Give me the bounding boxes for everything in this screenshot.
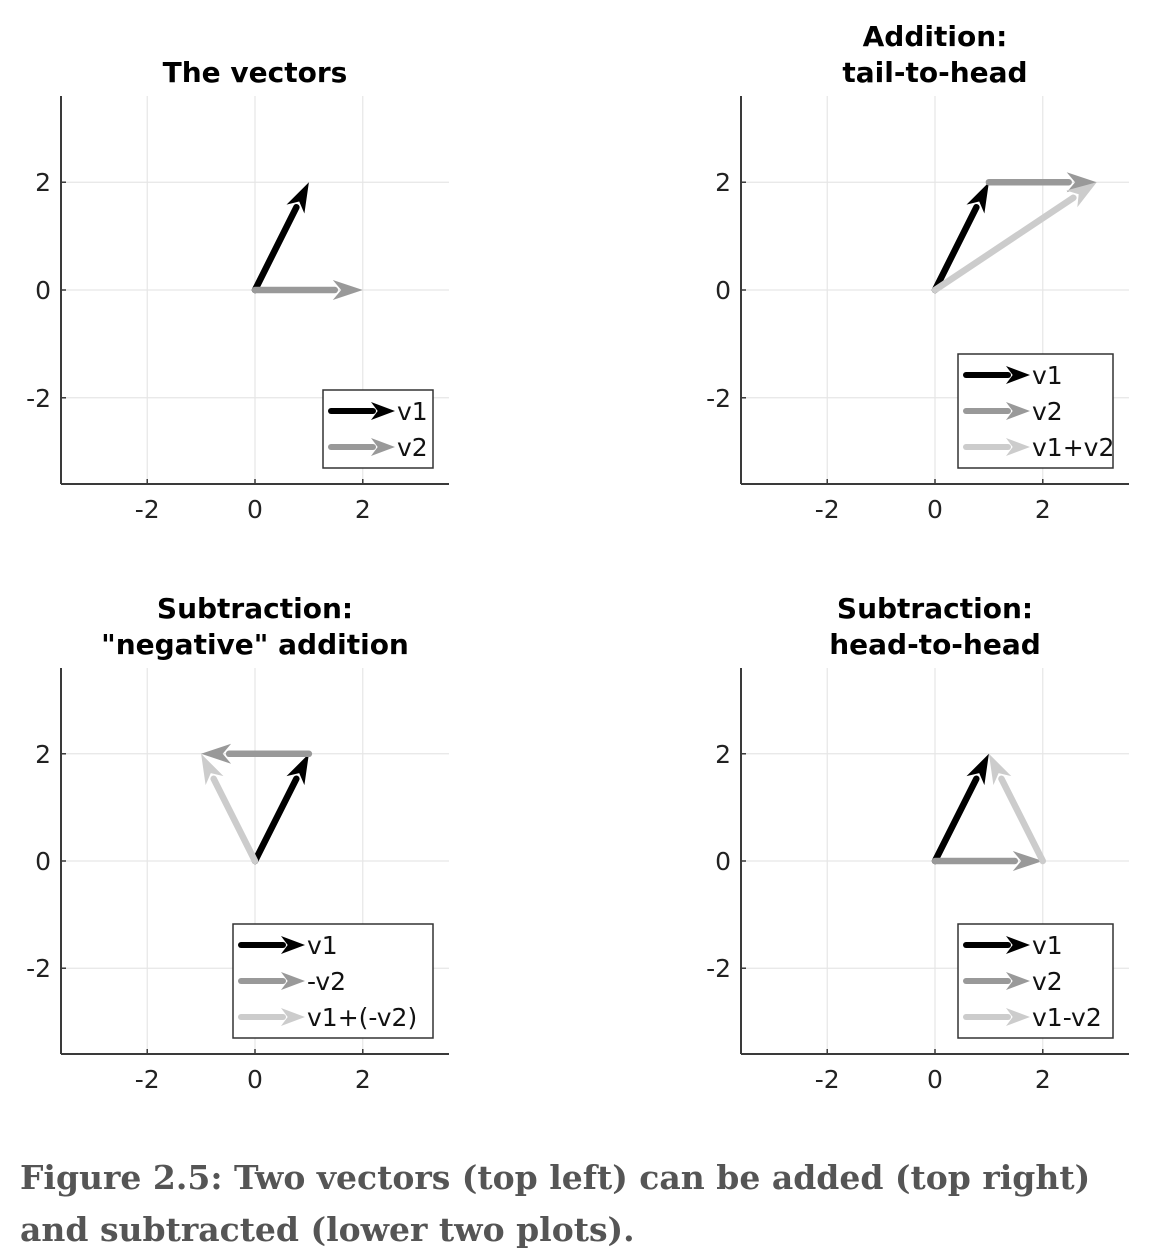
chart-title-line: Subtraction: — [837, 592, 1033, 625]
legend-label: v1+(-v2) — [307, 1003, 417, 1032]
legend-label: v2 — [1032, 397, 1063, 426]
legend-swatch-head — [371, 402, 395, 420]
legend-swatch-head — [1006, 1008, 1030, 1026]
x-tick-label: 0 — [247, 1065, 263, 1094]
legend-label: v1-v2 — [1032, 1003, 1102, 1032]
chart-title-line: tail-to-head — [842, 56, 1027, 89]
vector-v2-head — [332, 280, 363, 300]
y-tick-label: 0 — [35, 847, 51, 876]
legend-box — [322, 389, 434, 469]
x-tick-label: -2 — [815, 495, 840, 524]
vector-v1-v2--shaft — [210, 775, 259, 865]
vector-v1-v2-shaft — [998, 775, 1047, 865]
legend-label: v2 — [397, 433, 428, 462]
y-tick-label: -2 — [706, 384, 731, 413]
x-tick-label: -2 — [815, 1065, 840, 1094]
vector-v2-head — [1066, 172, 1097, 193]
chart-panel-3: Subtraction:"negative" addition -2 0 2 -2 0 2 v… — [26, 592, 449, 1094]
chart-title-line: "negative" addition — [101, 628, 409, 661]
chart-title-line: The vectors — [163, 56, 348, 89]
figure-caption: Figure 2.5: Two vectors (top left) can b… — [20, 1158, 1091, 1249]
legend-swatch-head — [1006, 402, 1030, 420]
y-tick-label: -2 — [706, 954, 731, 983]
y-tick-label: 0 — [35, 276, 51, 305]
y-tick-label: 0 — [715, 276, 731, 305]
x-tick-label: -2 — [135, 1065, 160, 1094]
x-tick-label: -2 — [135, 495, 160, 524]
x-tick-label: 0 — [247, 495, 263, 524]
x-tick-label: 2 — [355, 1065, 371, 1094]
legend-label: -v2 — [307, 967, 346, 996]
x-tick-label: 2 — [355, 495, 371, 524]
y-tick-label: 0 — [715, 847, 731, 876]
y-tick-label: 2 — [715, 168, 731, 197]
vector-v1-v2-shaft — [931, 194, 1077, 294]
vector-v2-head — [1012, 851, 1043, 871]
legend-swatch-head — [281, 972, 305, 990]
vector-v1-shaft — [931, 775, 980, 865]
legend-label: v1 — [1032, 931, 1063, 960]
y-tick-label: 2 — [715, 740, 731, 769]
legend-swatch-head — [1006, 936, 1030, 954]
vector-v1-v2--head — [201, 753, 224, 786]
x-tick-label: 0 — [927, 1065, 943, 1094]
vector-v1-v2-head — [1066, 182, 1097, 208]
chart-title-line: Subtraction: — [157, 592, 353, 625]
legend-label: v1 — [1032, 361, 1063, 390]
legend-label: v1+v2 — [1032, 433, 1114, 462]
vector-v1-shaft — [251, 204, 300, 294]
y-tick-label: -2 — [26, 954, 51, 983]
legend-swatch-head — [1006, 972, 1030, 990]
legend-label: v1 — [397, 397, 428, 426]
legend-label: v1 — [307, 931, 338, 960]
legend-swatch-head — [281, 936, 305, 954]
vector-v1-shaft — [251, 775, 300, 865]
x-tick-label: 0 — [927, 495, 943, 524]
vector-v1-shaft — [931, 204, 980, 294]
legend-swatch-head — [371, 438, 395, 456]
vector-v1-head — [966, 753, 989, 786]
vector-v1-head — [966, 182, 989, 214]
y-tick-label: 2 — [35, 740, 51, 769]
x-tick-label: 2 — [1035, 1065, 1051, 1094]
y-tick-label: -2 — [26, 384, 51, 413]
legend-label: v2 — [1032, 967, 1063, 996]
legend-swatch-head — [281, 1008, 305, 1026]
chart-panel-2: Addition:tail-to-head -2 0 2 -2 0 2 v1 v2 v1+v2 — [706, 20, 1129, 524]
x-tick-label: 2 — [1035, 495, 1051, 524]
legend-swatch-head — [1006, 438, 1030, 456]
vector-v1-head — [286, 182, 309, 214]
vector-v1-head — [286, 753, 309, 786]
chart-title-line: Addition: — [863, 20, 1008, 53]
chart-panel-4: Subtraction:head-to-head -2 0 2 -2 0 2 v1 v2 v1-v… — [706, 592, 1129, 1094]
chart-title-line: head-to-head — [829, 628, 1041, 661]
chart-panel-1: The vectors -2 0 2 -2 0 2 v1 v2 — [26, 56, 449, 524]
vector-v1-v2-head — [988, 753, 1012, 786]
legend-swatch-head — [1006, 366, 1030, 384]
y-tick-label: 2 — [35, 168, 51, 197]
vector--v2-head — [201, 743, 232, 764]
